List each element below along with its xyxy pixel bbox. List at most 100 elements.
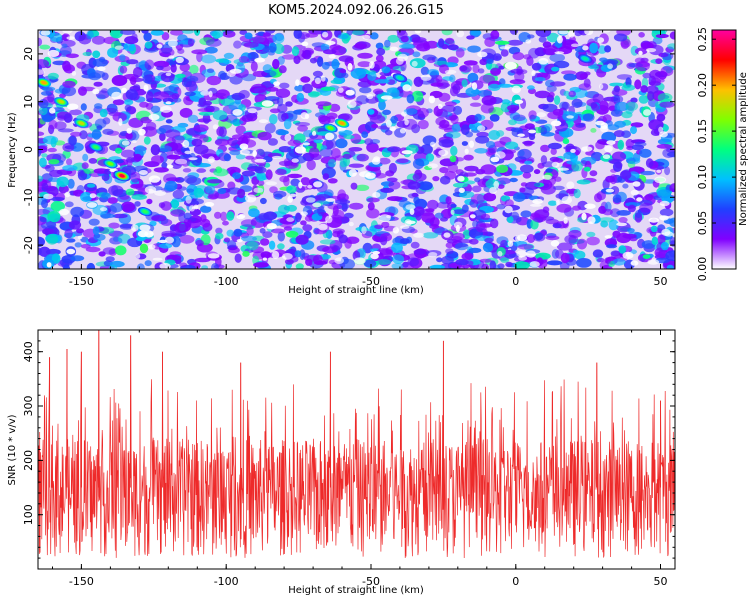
heatmap-gap [154, 190, 167, 196]
heatmap-cell [108, 222, 120, 229]
heatmap-cell [590, 127, 597, 133]
heatmap-cell [285, 230, 299, 238]
heatmap-gap [89, 193, 97, 199]
heatmap-cell [139, 101, 149, 108]
heatmap-gap [307, 184, 313, 189]
heatmap-cell [320, 145, 327, 150]
heatmap-cell [38, 106, 48, 116]
heatmap-cell [233, 228, 243, 237]
heatmap-gap [272, 250, 280, 259]
heatmap-cell [429, 217, 440, 227]
heatmap-cell [540, 144, 550, 153]
heatmap-cell [170, 30, 184, 36]
heatmap-gap [494, 151, 506, 159]
heatmap-gap [301, 41, 309, 47]
heatmap-gap [529, 261, 540, 268]
heatmap-cell [193, 124, 209, 132]
heatmap-cell [264, 123, 276, 134]
heatmap-cell [214, 138, 230, 147]
heatmap-cell [271, 98, 280, 105]
heatmap-gap [208, 90, 213, 98]
heatmap-cell [93, 233, 106, 241]
heatmap-cell [332, 209, 345, 220]
heatmap-cell [413, 76, 424, 88]
heatmap-gap [138, 128, 146, 136]
heatmap-gap [536, 112, 547, 118]
heatmap-cell [86, 183, 96, 188]
heatmap-cell [260, 238, 270, 246]
heatmap-cell [320, 43, 330, 51]
heatmap-cell [68, 135, 77, 146]
heatmap-cell [312, 254, 323, 265]
heatmap-cell [621, 84, 636, 91]
heatmap-cell [94, 103, 103, 109]
heatmap-cell [506, 215, 514, 224]
heatmap-cell [384, 129, 393, 136]
heatmap-cell [300, 76, 311, 83]
heatmap-gap [599, 83, 604, 90]
heatmap-cell [39, 217, 47, 223]
heatmap-cell [194, 30, 201, 36]
heatmap-gap [254, 158, 267, 163]
snr-line-series [38, 330, 675, 559]
heatmap-cell [373, 172, 387, 179]
heatmap-gap [427, 163, 438, 169]
heatmap-cell [160, 72, 175, 83]
heatmap-cell [627, 228, 635, 233]
heatmap-gap [47, 49, 60, 58]
heatmap-cell [449, 155, 457, 163]
heatmap-gap [175, 56, 184, 64]
colorbar-frame [711, 29, 737, 270]
heatmap-cell [277, 129, 289, 136]
heatmap-gap [399, 128, 406, 134]
heatmap-gap [131, 139, 137, 144]
heatmap-cell [302, 224, 313, 232]
heatmap-cell [111, 75, 128, 86]
heatmap-cell [572, 205, 582, 211]
heatmap-cell [41, 199, 48, 209]
heatmap-cell [272, 58, 280, 70]
heatmap-gap [71, 70, 77, 76]
heatmap-gap [272, 155, 282, 159]
heatmap-cell [517, 148, 532, 160]
heatmap-gap [443, 232, 451, 238]
heatmap-cell [57, 115, 67, 121]
heatmap-cell [339, 157, 348, 168]
heatmap-cell [110, 202, 123, 213]
heatmap-gap [264, 225, 277, 230]
heatmap-cell [639, 148, 652, 158]
heatmap-cell [356, 95, 369, 105]
heatmap-cell [248, 208, 260, 218]
heatmap-gap [538, 57, 549, 65]
heatmap-cell [332, 230, 341, 238]
heatmap-cell [606, 244, 618, 249]
heatmap-cell [159, 243, 173, 249]
heatmap-cell [461, 79, 468, 88]
heatmap-gap [148, 113, 160, 121]
heatmap-cell [369, 114, 386, 124]
heatmap-cell [141, 30, 149, 34]
heatmap-gap [532, 198, 543, 205]
heatmap-cell [134, 145, 147, 157]
heatmap-cell [625, 202, 641, 207]
heatmap-cell [445, 131, 461, 139]
heatmap-cell [412, 51, 421, 58]
heatmap-cell [277, 231, 285, 242]
heatmap-gap [601, 30, 611, 33]
spectrogram-heatmap [38, 30, 675, 269]
heatmap-gap [372, 192, 381, 198]
x-tick-label: -100 [214, 575, 239, 588]
heatmap-gap [38, 69, 45, 75]
heatmap-cell [388, 180, 401, 190]
heatmap-cell [469, 102, 482, 107]
heatmap-gap [414, 30, 422, 34]
colorbar-ticks: 0.00 0.05 0.10 0.15 0.20 0.25 [696, 27, 736, 281]
heatmap-gap [359, 171, 371, 178]
heatmap-cell [160, 201, 172, 211]
heatmap-cell [592, 249, 604, 258]
heatmap-cell [267, 138, 278, 146]
heatmap-cell [41, 86, 56, 92]
heatmap-cell [62, 80, 76, 88]
heatmap-cell [213, 168, 229, 177]
heatmap-cell [223, 52, 234, 60]
